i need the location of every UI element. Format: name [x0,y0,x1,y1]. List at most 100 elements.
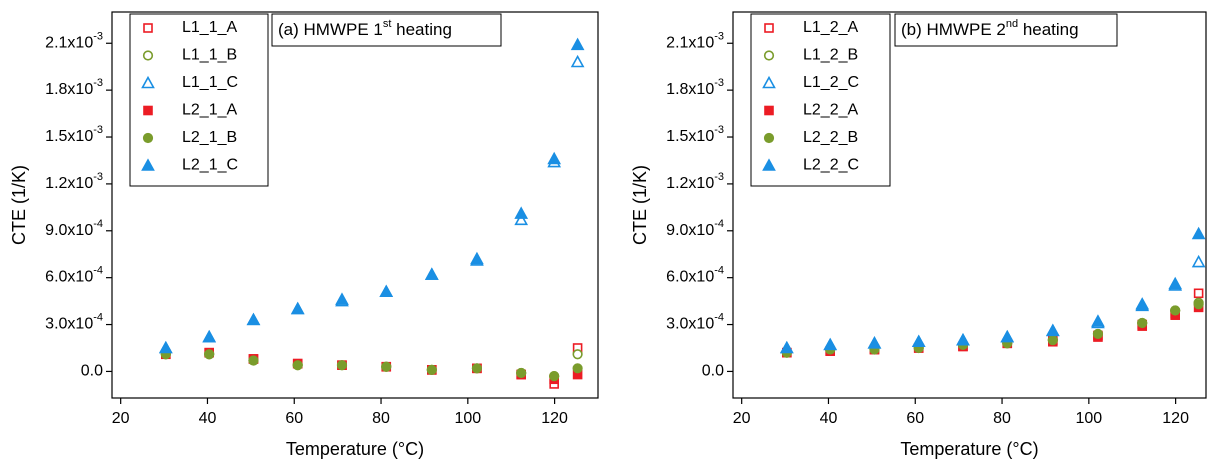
y-tick-label: 2.1x10-3 [666,30,724,51]
x-axis-label: Temperature (°C) [900,439,1038,459]
y-tick-exponent: -4 [93,218,103,230]
legend-label: L2_2_C [803,157,859,174]
data-point [514,206,529,219]
legend-label: L2_1_C [182,157,238,174]
data-point [336,360,348,371]
data-point [1045,323,1060,337]
data-point [381,361,392,372]
annotation-text: (b) HMWPE 2 [901,20,1006,39]
data-point [570,37,585,51]
x-tick-label: 60 [285,410,303,427]
y-tick-label: 9.0x10-4 [45,218,103,239]
y-tick-mantissa: 2.1x10 [666,34,714,51]
data-point [823,337,838,351]
y-tick-label: 6.0x10-4 [45,265,103,286]
annotation-box [271,13,502,47]
data-point [204,349,215,360]
legend-label: L1_2_B [803,47,858,64]
y-tick-label: 3.0x10-4 [666,311,724,332]
y-tick-exponent: -3 [714,30,724,42]
data-point [1193,299,1204,310]
y-tick-label: 1.8x10-3 [45,77,103,98]
y-tick-exponent: -4 [714,218,724,230]
x-tick-label: 40 [199,410,217,427]
data-point [246,312,261,326]
legend-label: L1_2_A [803,19,858,36]
legend-box [129,13,269,187]
data-point [572,349,583,360]
y-tick-mantissa: 3.0x10 [45,316,93,333]
y-tick-label: 2.1x10-3 [45,30,103,51]
y-tick-mantissa: 1.5x10 [45,128,93,145]
legend-label: L2_1_A [182,102,237,119]
y-tick-label: 3.0x10-4 [45,311,103,332]
x-tick-label: 60 [906,410,924,427]
marker-triangle [762,75,776,89]
x-axis-label: Temperature (°C) [286,439,424,459]
data-point [572,363,583,374]
data-point [202,329,217,343]
y-tick-mantissa: 1.2x10 [666,175,714,192]
panel: 20 40 60 80 100 1200.03.0x10-46.0x10-49.0x10-… [630,11,1207,459]
y-tick-label: 1.8x10-3 [666,77,724,98]
legend-label: L2_2_A [803,102,858,119]
data-point [570,54,585,68]
y-tick-label: 6.0x10-4 [666,265,724,286]
y-tick-mantissa: 6.0x10 [45,269,93,286]
x-tick-label: 100 [454,410,481,427]
y-tick-label: 1.5x10-3 [45,124,103,145]
y-tick-exponent: -3 [714,124,724,136]
y-tick-mantissa: 2.1x10 [45,34,93,51]
y-tick-mantissa: 9.0x10 [666,222,714,239]
annotation-text-after: heating [391,20,452,39]
marker-square [764,23,774,33]
y-tick-exponent: -4 [93,265,103,277]
y-tick-exponent: -3 [714,77,724,89]
legend-label: L2_1_B [182,129,237,146]
y-tick-exponent: -3 [93,77,103,89]
annotation-text: (a) HMWPE 1 [278,20,383,39]
annotation-sup: nd [1006,18,1018,30]
data-point [867,336,882,349]
x-tick-label: 100 [1075,410,1102,427]
marker-circle [763,132,775,144]
data-point [956,333,970,346]
annotation-text-after: heating [1018,20,1079,39]
data-point [248,355,259,366]
y-tick-exponent: -3 [714,171,724,183]
y-axis-label: CTE (1/K) [9,165,29,245]
legend-label: L1_1_C [182,74,238,91]
y-tick-mantissa: 1.5x10 [666,128,714,145]
data-point [471,363,483,374]
x-tick-label: 120 [1162,410,1189,427]
data-point [516,367,527,379]
y-tick-label: 0.0 [702,363,724,380]
data-point [1047,335,1058,346]
data-point [1168,276,1183,290]
data-point [379,284,394,298]
legend-label: L1_1_B [182,47,237,64]
y-tick-mantissa: 1.8x10 [45,81,93,98]
marker-circle [142,132,154,144]
legend-box [750,13,891,187]
y-tick-exponent: -3 [93,171,103,183]
y-tick-mantissa: 3.0x10 [666,316,714,333]
y-tick-exponent: -4 [714,311,724,323]
data-point [549,371,560,382]
y-tick-mantissa: 1.8x10 [666,81,714,98]
legend-label: L1_2_C [803,74,859,91]
data-point [1193,288,1204,299]
marker-square [764,105,774,116]
plot-frame [732,11,1207,399]
y-tick-mantissa: 0.0 [702,363,724,380]
marker-circle [763,50,775,61]
data-point [1091,314,1105,327]
data-point [290,301,305,315]
data-point [547,151,562,165]
y-tick-label: 9.0x10-4 [666,218,724,239]
x-tick-label: 80 [993,410,1011,427]
y-tick-mantissa: 9.0x10 [45,222,93,239]
data-point [1191,226,1206,240]
plot-frame [111,11,599,399]
